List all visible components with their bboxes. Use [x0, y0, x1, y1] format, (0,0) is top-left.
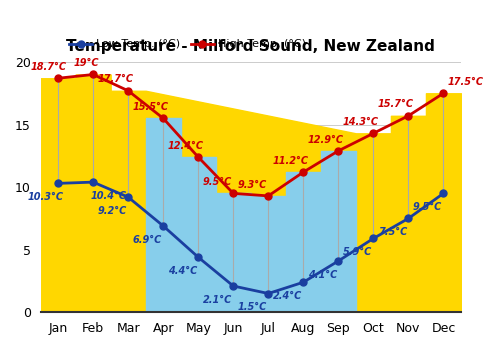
Text: 6.9°C: 6.9°C	[132, 234, 162, 245]
Text: 12.9°C: 12.9°C	[308, 134, 344, 145]
Text: 9.3°C: 9.3°C	[238, 180, 267, 190]
Text: 4.4°C: 4.4°C	[168, 266, 197, 276]
Text: 2.1°C: 2.1°C	[202, 295, 232, 304]
Text: 5.9°C: 5.9°C	[343, 247, 372, 257]
Text: 17.5°C: 17.5°C	[448, 77, 484, 87]
Text: 9.5°C: 9.5°C	[413, 202, 442, 212]
Text: 15.7°C: 15.7°C	[378, 99, 414, 110]
Text: 17.7°C: 17.7°C	[98, 75, 134, 84]
Text: 18.7°C: 18.7°C	[30, 62, 66, 72]
Text: 11.2°C: 11.2°C	[273, 156, 309, 166]
Text: 14.3°C: 14.3°C	[343, 117, 379, 127]
Text: 7.5°C: 7.5°C	[378, 227, 407, 237]
Text: 9.2°C: 9.2°C	[98, 206, 127, 216]
Text: 19°C: 19°C	[74, 58, 99, 68]
Text: 12.4°C: 12.4°C	[168, 141, 203, 151]
Legend: Low Temp. (°C), High Temp. (°C): Low Temp. (°C), High Temp. (°C)	[65, 35, 310, 54]
Text: 9.5°C: 9.5°C	[202, 177, 232, 187]
Text: 1.5°C: 1.5°C	[238, 302, 267, 312]
Text: 10.3°C: 10.3°C	[28, 192, 64, 202]
Text: 2.4°C: 2.4°C	[273, 291, 302, 301]
Text: 15.5°C: 15.5°C	[132, 102, 168, 112]
Title: Temperature - Milford Sound, New Zealand: Temperature - Milford Sound, New Zealand	[66, 39, 435, 54]
Text: 10.4°C: 10.4°C	[90, 191, 126, 201]
Text: 4.1°C: 4.1°C	[308, 270, 337, 280]
